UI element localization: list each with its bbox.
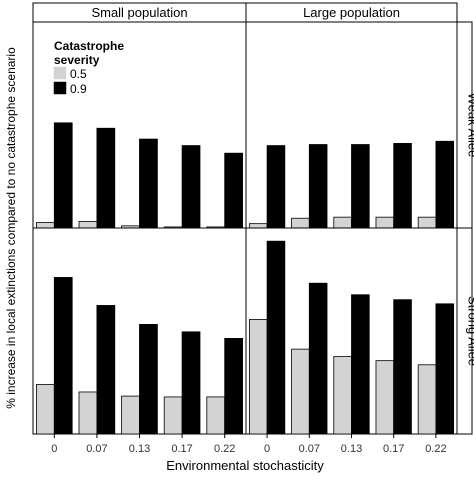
- bar: [334, 217, 352, 228]
- bar: [36, 385, 54, 434]
- x-tick-label: 0.17: [383, 443, 404, 455]
- bar: [97, 128, 115, 228]
- bar: [267, 146, 285, 228]
- bar: [292, 349, 310, 434]
- x-tick-label: 0.13: [129, 443, 150, 455]
- legend-title: Catastrophe: [54, 39, 124, 53]
- bar: [182, 332, 200, 434]
- bar: [249, 224, 267, 228]
- legend-label: 0.5: [70, 67, 87, 81]
- facet-strip-column-label: Small population: [91, 5, 187, 20]
- bar: [36, 223, 54, 228]
- x-tick-label: 0.22: [425, 443, 446, 455]
- legend-title: severity: [54, 53, 100, 67]
- bar: [225, 153, 243, 228]
- legend-swatch: [54, 82, 66, 94]
- bar: [140, 139, 158, 228]
- x-tick-label: 0: [51, 443, 57, 455]
- bar: [182, 146, 200, 228]
- bar: [376, 217, 394, 228]
- x-tick-label: 0: [264, 443, 270, 455]
- bar: [225, 338, 243, 434]
- x-tick-label: 0.13: [341, 443, 362, 455]
- bar: [418, 365, 436, 434]
- x-tick-label: 0.17: [171, 443, 192, 455]
- bar: [334, 357, 352, 434]
- facet-strip-row-label: Weak Allee: [466, 93, 474, 158]
- bar: [249, 319, 267, 434]
- bar: [79, 392, 97, 434]
- x-tick-label: 0.07: [299, 443, 320, 455]
- x-axis-title: Environmental stochasticity: [166, 458, 324, 473]
- bar: [309, 145, 327, 228]
- facet-strip-row-label: Strong Allee: [466, 296, 474, 366]
- legend-label: 0.9: [70, 82, 87, 96]
- bar: [292, 218, 310, 228]
- bar: [376, 361, 394, 434]
- bar: [140, 324, 158, 434]
- y-axis-title: % increase in local extinctions compared…: [4, 47, 18, 409]
- bar: [352, 295, 370, 434]
- bar: [54, 123, 72, 228]
- bar: [309, 283, 327, 434]
- bar: [394, 143, 412, 228]
- bar: [79, 221, 97, 228]
- bar: [207, 397, 225, 434]
- bar: [122, 396, 140, 434]
- bar: [267, 241, 285, 434]
- x-tick-label: 0.07: [86, 443, 107, 455]
- x-tick-label: 0.22: [214, 443, 235, 455]
- bar: [436, 141, 454, 228]
- bar: [97, 305, 115, 434]
- bar: [352, 145, 370, 228]
- bar: [436, 304, 454, 434]
- bar: [54, 277, 72, 434]
- bar: [164, 397, 182, 434]
- bar: [418, 217, 436, 228]
- facet-strip-column-label: Large population: [303, 5, 400, 20]
- legend-swatch: [54, 67, 66, 79]
- bar: [394, 300, 412, 434]
